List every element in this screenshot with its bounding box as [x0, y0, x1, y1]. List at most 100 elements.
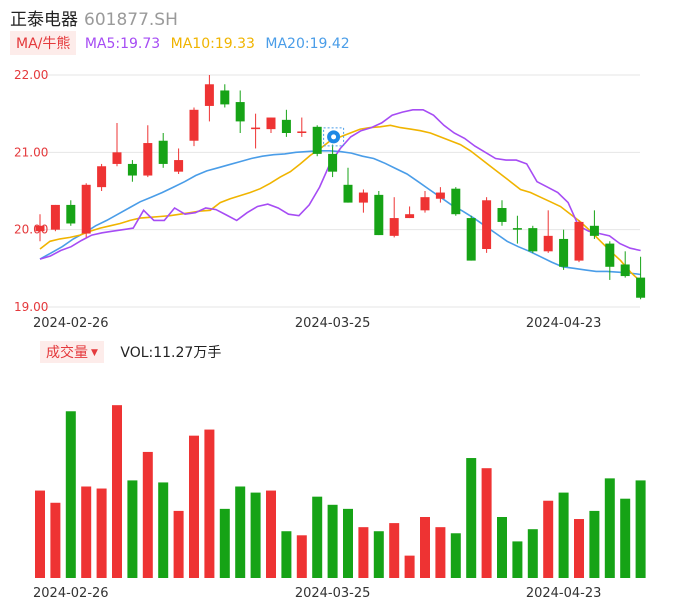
volume-bar	[450, 533, 461, 578]
x-tick-label: 2024-03-25	[295, 316, 371, 331]
candle-body	[235, 102, 245, 122]
candle-body	[451, 188, 461, 215]
stock-code: 601877.SH	[84, 10, 178, 30]
volume-bar	[604, 478, 615, 578]
candle-body	[312, 126, 322, 154]
volume-bar	[173, 510, 184, 578]
candle-body	[620, 264, 630, 277]
volume-bar	[250, 492, 261, 578]
volume-bar	[373, 531, 384, 578]
volume-bar	[235, 486, 246, 578]
volume-bar	[343, 508, 353, 578]
candle-body	[343, 184, 353, 203]
event-marker-dot	[331, 134, 337, 140]
x-tick-label: 2024-04-23	[526, 316, 602, 331]
candle-body	[528, 228, 538, 252]
candle-body	[543, 235, 553, 252]
volume-legend: 成交量 ▼ VOL:11.27万手	[40, 341, 221, 363]
candle-body	[220, 90, 230, 105]
stock-name: 正泰电器	[10, 10, 78, 30]
volume-bar	[466, 458, 477, 578]
volume-toggle-button[interactable]: 成交量 ▼	[40, 341, 104, 363]
ma5-legend: MA5:19.73	[84, 36, 161, 52]
ma-legend: MA/牛熊 MA5:19.73 MA10:19.33 MA20:19.42	[10, 31, 350, 55]
y-tick-label: 21.00	[14, 145, 48, 159]
volume-bar	[589, 510, 600, 578]
candle-body	[158, 140, 168, 164]
candle-body	[297, 131, 307, 133]
candle-body	[482, 200, 492, 249]
stock-title: 正泰电器 601877.SH	[10, 5, 178, 30]
volume-bar	[158, 482, 169, 578]
ma20-line	[39, 150, 641, 276]
candle-body	[605, 243, 615, 267]
candle-body	[636, 277, 646, 298]
candle-body	[251, 127, 261, 130]
candle-body	[174, 160, 184, 172]
volume-bar	[281, 531, 292, 578]
x-tick-label: 2024-02-26	[33, 316, 109, 331]
candle-body	[405, 214, 415, 219]
candle-body	[374, 194, 384, 236]
volume-bar	[296, 535, 307, 578]
volume-bar	[481, 468, 492, 578]
marker-frame	[323, 127, 345, 147]
volume-bar	[543, 500, 554, 578]
volume-bar	[81, 486, 92, 578]
volume-bar	[35, 490, 45, 578]
volume-bar	[50, 502, 61, 578]
volume-bar	[389, 523, 400, 578]
volume-bar	[420, 517, 430, 578]
candle-body	[112, 152, 122, 164]
volume-bar	[65, 411, 76, 578]
candle-body	[143, 143, 153, 176]
dropdown-arrow-icon: ▼	[91, 348, 98, 358]
volume-bar	[112, 405, 122, 578]
candle-body	[204, 84, 214, 106]
volume-bar	[558, 492, 569, 578]
volume-bar	[527, 529, 538, 578]
volume-bar	[204, 429, 215, 578]
candle-body	[420, 197, 430, 211]
volume-bar	[574, 519, 584, 578]
volume-bar	[327, 504, 338, 578]
candle-body	[512, 228, 522, 230]
candle-body	[389, 218, 399, 236]
volume-bar	[189, 435, 199, 578]
candle-body	[189, 109, 199, 141]
ma10-line	[39, 124, 642, 283]
volume-bar	[96, 488, 107, 578]
candle-body	[66, 204, 76, 224]
volume-value: VOL:11.27万手	[120, 345, 222, 361]
candle-body	[35, 225, 45, 232]
volume-bar	[435, 527, 446, 578]
ma20-legend: MA20:19.42	[265, 36, 350, 52]
candle-body	[559, 238, 569, 267]
candle-body	[466, 218, 476, 261]
volume-bar	[312, 496, 323, 578]
candle-body	[50, 204, 60, 230]
candle-body	[266, 117, 276, 130]
volume-x-tick-label: 2024-04-23	[526, 586, 602, 601]
volume-bar	[635, 480, 646, 578]
candle-body	[81, 184, 91, 234]
volume-toggle-label: 成交量	[46, 345, 88, 361]
candle-body	[497, 208, 507, 222]
candle-body	[358, 192, 368, 203]
candle-body	[97, 166, 107, 188]
candle-body	[127, 163, 137, 176]
volume-bar	[219, 508, 230, 578]
y-tick-label: 22.00	[14, 68, 48, 82]
volume-bar	[512, 541, 523, 578]
candle-body	[281, 119, 291, 133]
volume-bar	[142, 451, 153, 578]
ma-toggle-button[interactable]: MA/牛熊	[10, 31, 77, 55]
candle-body	[435, 192, 445, 199]
candle-body	[328, 153, 338, 172]
volume-bar	[127, 480, 138, 578]
volume-bar	[404, 555, 415, 578]
volume-bar	[620, 498, 631, 578]
candle-body	[589, 225, 599, 236]
volume-x-tick-label: 2024-02-26	[33, 586, 109, 601]
